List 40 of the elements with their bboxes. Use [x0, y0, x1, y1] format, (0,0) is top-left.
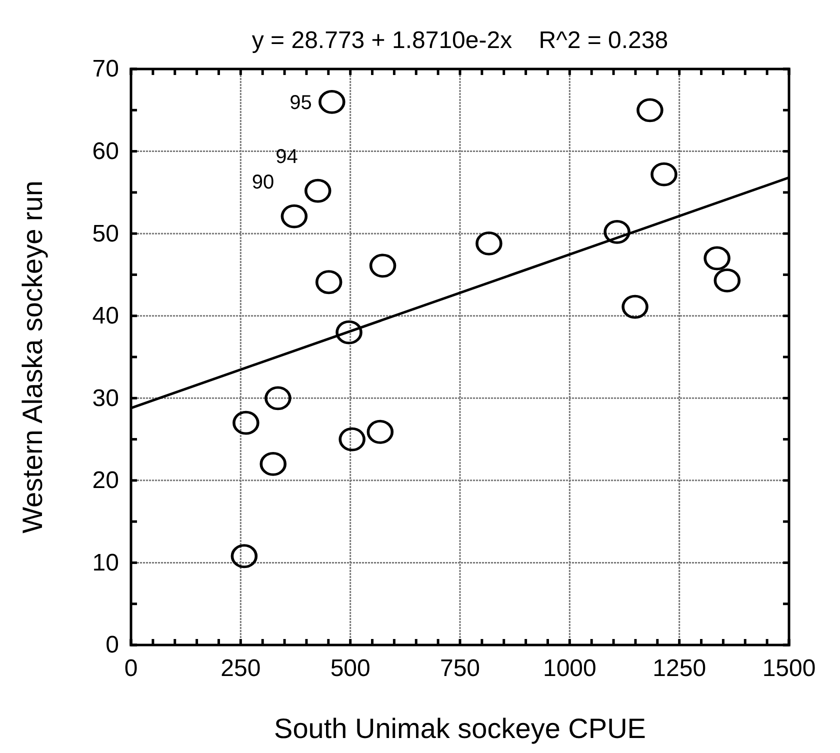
point	[336, 320, 362, 344]
chart-title: y = 28.773 + 1.8710e-2x R^2 = 0.238	[252, 27, 668, 54]
point	[280, 204, 308, 228]
point	[316, 270, 342, 294]
point	[650, 162, 678, 186]
point	[366, 420, 394, 444]
y-tick-label: 30	[92, 384, 119, 412]
y-tick-label: 60	[92, 138, 119, 165]
y-axis-title: Western Alaska sockeye run	[17, 180, 48, 534]
point	[318, 90, 346, 114]
y-tick-label: 20	[92, 467, 119, 494]
point	[704, 246, 730, 270]
point	[476, 231, 502, 256]
point	[304, 178, 332, 203]
annotation: 90	[252, 171, 274, 194]
point	[260, 452, 286, 476]
x-tick-label: 750	[440, 655, 480, 682]
point	[636, 98, 664, 122]
y-tick-label: 10	[92, 549, 119, 576]
y-tick-label: 70	[92, 56, 119, 83]
point	[714, 268, 740, 292]
y-tick-label: 0	[106, 632, 119, 659]
y-tick-label: 40	[92, 302, 119, 330]
point	[264, 386, 292, 410]
x-tick-label: 1500	[762, 655, 816, 682]
point	[232, 410, 260, 435]
x-tick-label: 0	[124, 655, 138, 682]
point	[338, 427, 366, 452]
x-tick-label: 1250	[652, 655, 706, 682]
x-tick-label: 500	[330, 655, 370, 682]
x-axis-title: South Unimak sockeye CPUE	[274, 713, 646, 744]
point	[604, 220, 630, 244]
x-tick-label: 250	[220, 655, 261, 682]
y-tick-label: 50	[92, 220, 119, 248]
point	[622, 294, 648, 319]
point	[230, 544, 258, 568]
x-tick-label: 1000	[542, 655, 596, 682]
point	[369, 254, 396, 278]
annotation: 94	[276, 146, 298, 168]
annotation: 95	[290, 92, 312, 114]
